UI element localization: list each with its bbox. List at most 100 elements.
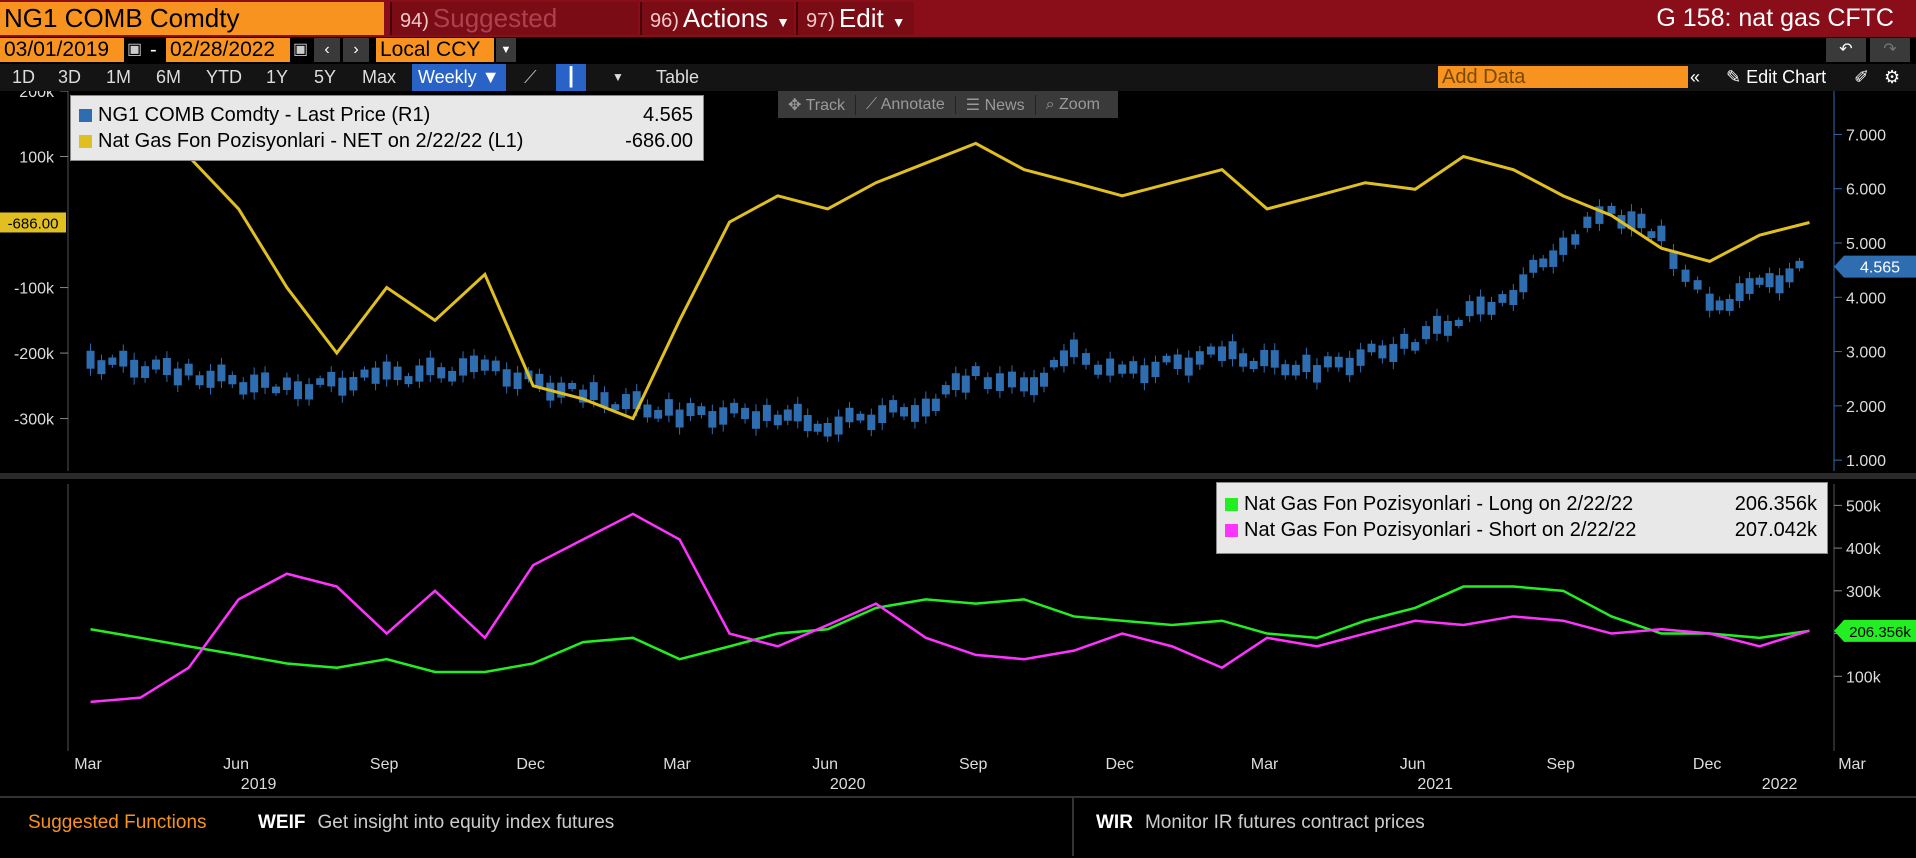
price-candle <box>1389 344 1398 362</box>
range-1y[interactable]: 1Y <box>266 67 289 87</box>
price-candle <box>1270 350 1279 368</box>
end-date-field[interactable]: 02/28/2022 <box>166 38 290 62</box>
legend-net-value: -686.00 <box>625 129 693 152</box>
price-candle <box>1049 359 1058 368</box>
short-swatch <box>1225 523 1238 537</box>
range-1m[interactable]: 1M <box>106 67 132 87</box>
range-5y[interactable]: 5Y <box>314 67 337 87</box>
suggested-function-weif[interactable]: WEIF Get insight into equity index future… <box>258 812 614 834</box>
settings-gear-icon[interactable]: ⚙ <box>1884 67 1901 87</box>
table-button[interactable]: Table <box>656 67 700 87</box>
price-candle <box>327 371 336 387</box>
price-candle <box>1539 258 1548 268</box>
price-candle <box>1334 356 1343 368</box>
zoom-tool[interactable]: ⌕ Zoom <box>1045 95 1100 113</box>
line-chart-icon[interactable]: ⟋ <box>524 67 537 87</box>
price-candle <box>643 404 652 418</box>
actions-caret-icon: ▼ <box>776 14 791 30</box>
price-candle <box>1162 355 1171 363</box>
price-candle <box>1627 211 1636 230</box>
start-calendar-icon[interactable]: ▣ <box>127 41 143 58</box>
price-candle <box>568 382 577 390</box>
price-candle <box>1755 277 1764 285</box>
long-last-tag: 206.356k <box>1849 624 1911 641</box>
right-tick-label: 4.000 <box>1846 290 1886 307</box>
track-tool[interactable]: ✥ Track <box>778 94 856 115</box>
news-tool[interactable]: ☰ News <box>956 94 1036 115</box>
price-candle <box>1151 361 1160 378</box>
price-candle <box>1260 349 1269 367</box>
upper-panel: 200k 100k -100k -200k -300k 7.000 6.000 5.000 4.… <box>0 91 1916 479</box>
range-max[interactable]: Max <box>362 67 397 87</box>
price-candle <box>1069 339 1078 358</box>
left-tick-label: -100k <box>14 281 55 298</box>
lower-tick-label: 400k <box>1846 541 1882 558</box>
price-candle <box>632 391 641 410</box>
x-tick-label: Jun <box>812 756 838 773</box>
currency-select[interactable]: Local CCY <box>376 38 494 62</box>
price-candle <box>1509 290 1518 306</box>
range-ytd[interactable]: YTD <box>206 67 242 87</box>
range-3d[interactable]: 3D <box>58 67 82 87</box>
currency-dropdown-icon[interactable]: ▼ <box>496 38 516 62</box>
redo-icon[interactable]: ↷ <box>1870 38 1910 62</box>
undo-icon[interactable]: ↶ <box>1826 38 1866 62</box>
chart-type-dropdown-icon[interactable]: ▼ <box>612 70 624 84</box>
price-candle <box>708 411 717 428</box>
price-candle <box>1735 283 1744 301</box>
annotate-tool[interactable]: ⟋ Annotate <box>856 95 956 114</box>
annotate-icon[interactable]: ✐ <box>1854 67 1870 87</box>
suggested-charts-button[interactable]: 94)Suggested Charts <box>390 2 638 69</box>
price-candle <box>250 374 259 393</box>
price-candle <box>1529 259 1538 273</box>
range-1d[interactable]: 1D <box>12 67 36 87</box>
x-tick-label: Jun <box>1400 756 1426 773</box>
legend-short: Nat Gas Fon Pozisyonlari - Short on 2/22… <box>1217 517 1827 543</box>
wir-code: WIR <box>1096 812 1133 833</box>
edit-chart-button[interactable]: ✎ Edit Chart <box>1726 64 1826 91</box>
price-candle <box>206 370 215 388</box>
right-tick-label: 1.000 <box>1846 453 1886 470</box>
price-candle <box>261 372 270 388</box>
price-candle <box>282 377 291 390</box>
edit-button[interactable]: 97) Edit ▼ <box>796 2 914 35</box>
price-candle <box>1281 364 1290 376</box>
price-candle <box>1795 260 1804 269</box>
price-candle <box>611 404 620 411</box>
chart-title: G 158: nat gas CFTC <box>1656 4 1894 32</box>
x-tick-label: Jun <box>223 756 249 773</box>
actions-num: 96) <box>650 10 679 32</box>
next-period-button[interactable]: › <box>343 38 369 62</box>
actions-button[interactable]: 96) Actions ▼ <box>640 2 794 35</box>
price-candle <box>961 375 970 393</box>
price-candle <box>1206 346 1215 355</box>
price-candle <box>1775 275 1784 294</box>
ticker-field[interactable]: NG1 COMB Comdty <box>0 2 384 35</box>
price-candle <box>1693 280 1702 290</box>
price-candle <box>1249 360 1258 370</box>
net-last-tag-bg <box>0 212 66 233</box>
price-candle <box>1367 343 1376 353</box>
suggested-function-wir[interactable]: WIR Monitor IR futures contract prices <box>1096 812 1425 834</box>
chart-area[interactable]: 200k 100k -100k -200k -300k 7.000 6.000 5.000 4.… <box>0 91 1916 796</box>
weif-code: WEIF <box>258 812 306 833</box>
price-candle <box>1681 269 1690 282</box>
start-date-field[interactable]: 03/01/2019 <box>0 38 124 62</box>
candle-chart-icon[interactable]: ┃ <box>556 64 586 91</box>
price-candle <box>437 367 446 379</box>
end-calendar-icon[interactable]: ▣ <box>293 41 309 58</box>
price-candle <box>1705 293 1714 311</box>
price-candle <box>921 398 930 417</box>
price-candle <box>1432 315 1441 334</box>
price-candle <box>664 399 673 416</box>
add-data-input[interactable]: Add Data <box>1438 66 1688 88</box>
frequency-select[interactable]: Weekly ▼ <box>412 64 506 91</box>
collapse-icon[interactable]: « <box>1690 67 1701 87</box>
range-6m[interactable]: 6M <box>156 67 182 87</box>
price-candle <box>338 377 347 396</box>
prev-period-button[interactable]: ‹ <box>314 38 340 62</box>
x-year-label: 2022 <box>1762 776 1798 793</box>
x-year-label: 2019 <box>241 776 277 793</box>
price-candle <box>371 367 380 384</box>
actions-label: Actions <box>682 3 769 33</box>
